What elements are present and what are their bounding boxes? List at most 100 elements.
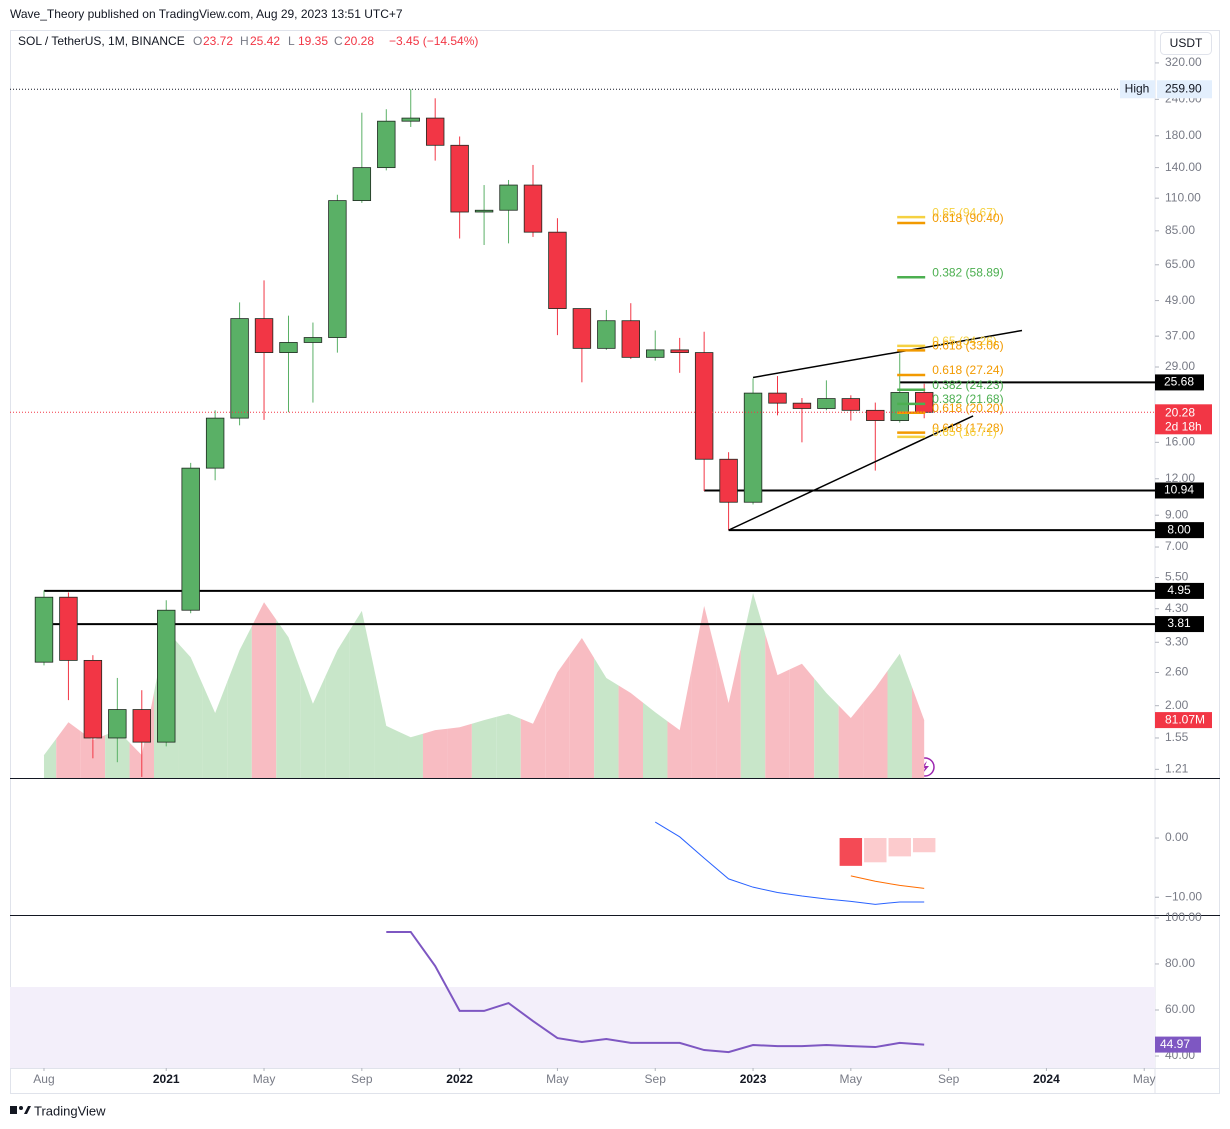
macd-histogram-bar: [839, 838, 863, 866]
fib-label: 0.65 (16.71): [932, 425, 997, 439]
y-tick-label: 65.00: [1165, 257, 1195, 271]
currency-button[interactable]: [1160, 32, 1212, 55]
legend-letter: C: [334, 34, 343, 48]
alert-bolt[interactable]: [921, 761, 929, 773]
price-tag-value: 20.28: [1165, 405, 1195, 419]
candle-body: [132, 709, 151, 743]
high-value-text: 259.90: [1165, 81, 1202, 95]
volume-area: [325, 630, 350, 778]
y-tick-label: 29.00: [1165, 359, 1195, 373]
legend-value: 20.28: [344, 34, 374, 48]
volume-tag: [1155, 712, 1212, 729]
volume-area: [691, 605, 717, 778]
candle-body: [646, 349, 665, 358]
volume-area: [716, 648, 741, 778]
fib-label: 0.618 (17.28): [932, 421, 1003, 435]
volume-area: [887, 653, 912, 778]
candle-body: [254, 318, 274, 353]
price-tag: [1155, 404, 1212, 435]
symbol-title: SOL / TetherUS, 1M, BINANCE: [18, 34, 185, 48]
candle-body: [621, 320, 640, 358]
y-tick-label: 0.00: [1165, 830, 1189, 844]
y-tick-label: 1.21: [1165, 762, 1189, 776]
volume-area: [276, 619, 301, 778]
y-tick-label: 80.00: [1165, 956, 1195, 970]
rsi-tag-text: 44.97: [1160, 1037, 1190, 1051]
candle-body: [450, 144, 469, 213]
candle-body: [548, 231, 567, 309]
candle-body: [474, 209, 494, 213]
volume-area: [569, 638, 595, 778]
y-tick-label: 12.00: [1165, 471, 1195, 485]
volume-area: [814, 678, 839, 778]
x-tick-label: May: [546, 1072, 569, 1086]
level-tag: [1155, 616, 1204, 633]
candle-body: [205, 417, 225, 469]
candle-body: [670, 349, 689, 353]
y-tick-label: 3.30: [1165, 634, 1189, 648]
byline: Wave_Theory published on TradingView.com…: [10, 7, 403, 21]
high-value-tag: [1157, 80, 1212, 99]
high-tag-text: High: [1125, 81, 1150, 95]
candle-body: [230, 318, 249, 419]
candle-body: [890, 392, 909, 421]
y-tick-label: 7.00: [1165, 539, 1189, 553]
y-tick-label: 2.00: [1165, 698, 1189, 712]
level-tag: [1155, 522, 1204, 539]
volume-area: [911, 686, 925, 778]
legend-letter: H: [240, 34, 249, 48]
volume-area: [545, 655, 570, 778]
volume-area: [251, 602, 277, 778]
candle-body: [743, 392, 763, 503]
volume-area: [643, 702, 668, 778]
x-tick-label: Sep: [938, 1072, 960, 1086]
volume-area: [667, 668, 692, 778]
candle-body: [792, 402, 812, 409]
macd-histogram-bar: [912, 838, 936, 853]
currency-label[interactable]: USDT: [1170, 36, 1203, 50]
x-tick-label: May: [253, 1072, 276, 1086]
y-tick-label: −10.00: [1165, 889, 1202, 903]
macd-histogram-bar: [864, 838, 887, 863]
macd-line: [654, 821, 925, 905]
volume-area: [838, 703, 864, 778]
x-tick-label: 2022: [446, 1072, 473, 1086]
volume-area: [349, 610, 375, 778]
candle-body: [157, 609, 176, 743]
legend-letter: O: [193, 34, 202, 48]
volume-area: [300, 670, 326, 778]
legend-letter: L: [288, 34, 295, 48]
volume-area: [740, 593, 766, 778]
y-tick-label: 60.00: [1165, 1002, 1195, 1016]
logo: TradingView: [10, 1103, 106, 1118]
candle-body: [181, 467, 200, 611]
volume-area: [56, 722, 81, 778]
rsi-band: [10, 986, 1155, 1068]
candle-body: [719, 458, 738, 503]
level-tag: [1155, 482, 1204, 499]
volume-area: [447, 723, 472, 778]
x-tick-label: May: [840, 1072, 863, 1086]
volume-area: [398, 731, 423, 778]
candle-body: [303, 337, 323, 343]
level-tag-text: 8.00: [1167, 522, 1191, 536]
fib-label: 0.382 (24.23): [932, 378, 1003, 392]
volume-area: [594, 658, 619, 778]
volume-area: [618, 685, 644, 778]
candle-body: [34, 596, 54, 663]
volume-area: [202, 681, 228, 778]
volume-area: [178, 643, 203, 778]
y-tick-label: 4.30: [1165, 601, 1189, 615]
fib-label: 0.382 (21.68): [932, 392, 1003, 406]
volume-area: [471, 716, 497, 778]
y-tick-label: 1.55: [1165, 730, 1189, 744]
level-tag-text: 25.68: [1164, 375, 1194, 389]
logo-mark: [24, 1106, 31, 1114]
y-tick-label: 320.00: [1165, 55, 1202, 69]
candle-body: [352, 167, 372, 202]
volume-area: [765, 634, 790, 778]
fib-label: 0.618 (20.20): [932, 401, 1003, 415]
candle-body: [108, 709, 127, 739]
trendline: [728, 415, 974, 531]
x-tick-label: 2023: [740, 1072, 767, 1086]
